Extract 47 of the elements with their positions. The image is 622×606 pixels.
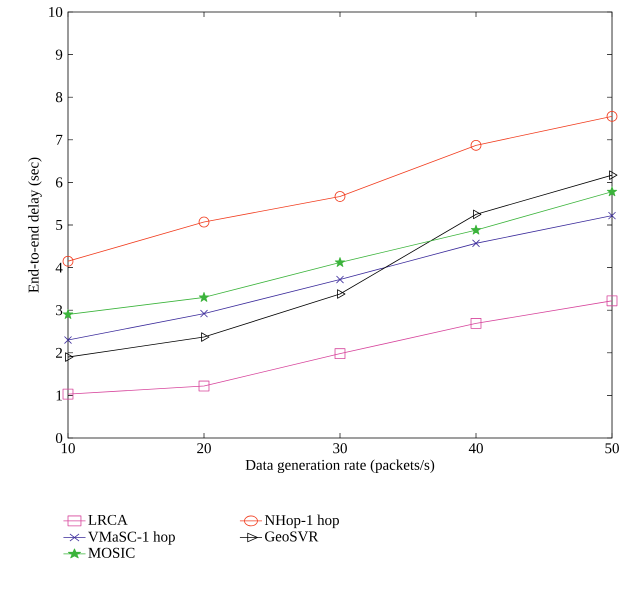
legend-label: NHop-1 hop	[264, 514, 339, 528]
point	[334, 191, 346, 202]
y-axis-title: End-to-end delay (sec)	[28, 158, 42, 293]
y-tick-label: 6	[56, 177, 62, 188]
y-tick-label: 8	[56, 92, 62, 102]
point	[64, 336, 72, 344]
point	[65, 352, 74, 362]
legend-label: VMaSC-1 hop	[88, 531, 175, 545]
y-tick-label: 9	[56, 50, 62, 60]
x-tick-label: 30	[333, 443, 347, 454]
y-tick-label: 1	[56, 390, 62, 400]
x-axis-title: Data generation rate (packets/s)	[246, 459, 434, 474]
legend-label: GeoSVR	[265, 531, 318, 542]
y-tick-label: 0	[56, 432, 62, 444]
y-tick-label: 2	[56, 348, 62, 358]
point	[198, 380, 210, 392]
point	[198, 216, 210, 228]
point	[62, 388, 74, 400]
point	[606, 295, 618, 306]
legend-label: LRCA	[88, 514, 128, 525]
point	[470, 140, 482, 151]
y-tick-label: 4	[56, 262, 63, 273]
x-tick-label: 20	[197, 443, 211, 454]
point	[609, 170, 618, 180]
point	[201, 332, 210, 342]
point	[62, 309, 74, 319]
y-tick-label: 5	[56, 220, 62, 230]
point	[470, 224, 482, 235]
point	[198, 292, 210, 302]
y-tick-label: 3	[56, 305, 62, 316]
x-tick-label: 50	[605, 443, 619, 454]
point	[473, 210, 482, 220]
point	[337, 289, 346, 299]
x-tick-label: 40	[468, 443, 483, 454]
legend-label: MOSIC	[88, 548, 134, 558]
point	[606, 110, 618, 122]
point	[470, 318, 482, 329]
point	[336, 276, 344, 284]
point	[608, 212, 616, 220]
point	[606, 186, 618, 196]
point	[62, 256, 74, 267]
point	[472, 239, 480, 248]
point	[334, 348, 346, 360]
y-tick-label: 7	[56, 134, 62, 145]
point	[334, 257, 346, 267]
point	[200, 310, 208, 318]
y-tick-label: 10	[49, 6, 62, 18]
